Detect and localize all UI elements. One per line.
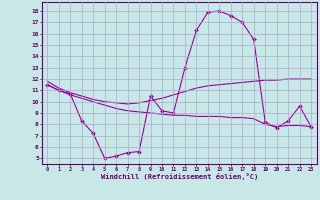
X-axis label: Windchill (Refroidissement éolien,°C): Windchill (Refroidissement éolien,°C) — [100, 173, 258, 180]
